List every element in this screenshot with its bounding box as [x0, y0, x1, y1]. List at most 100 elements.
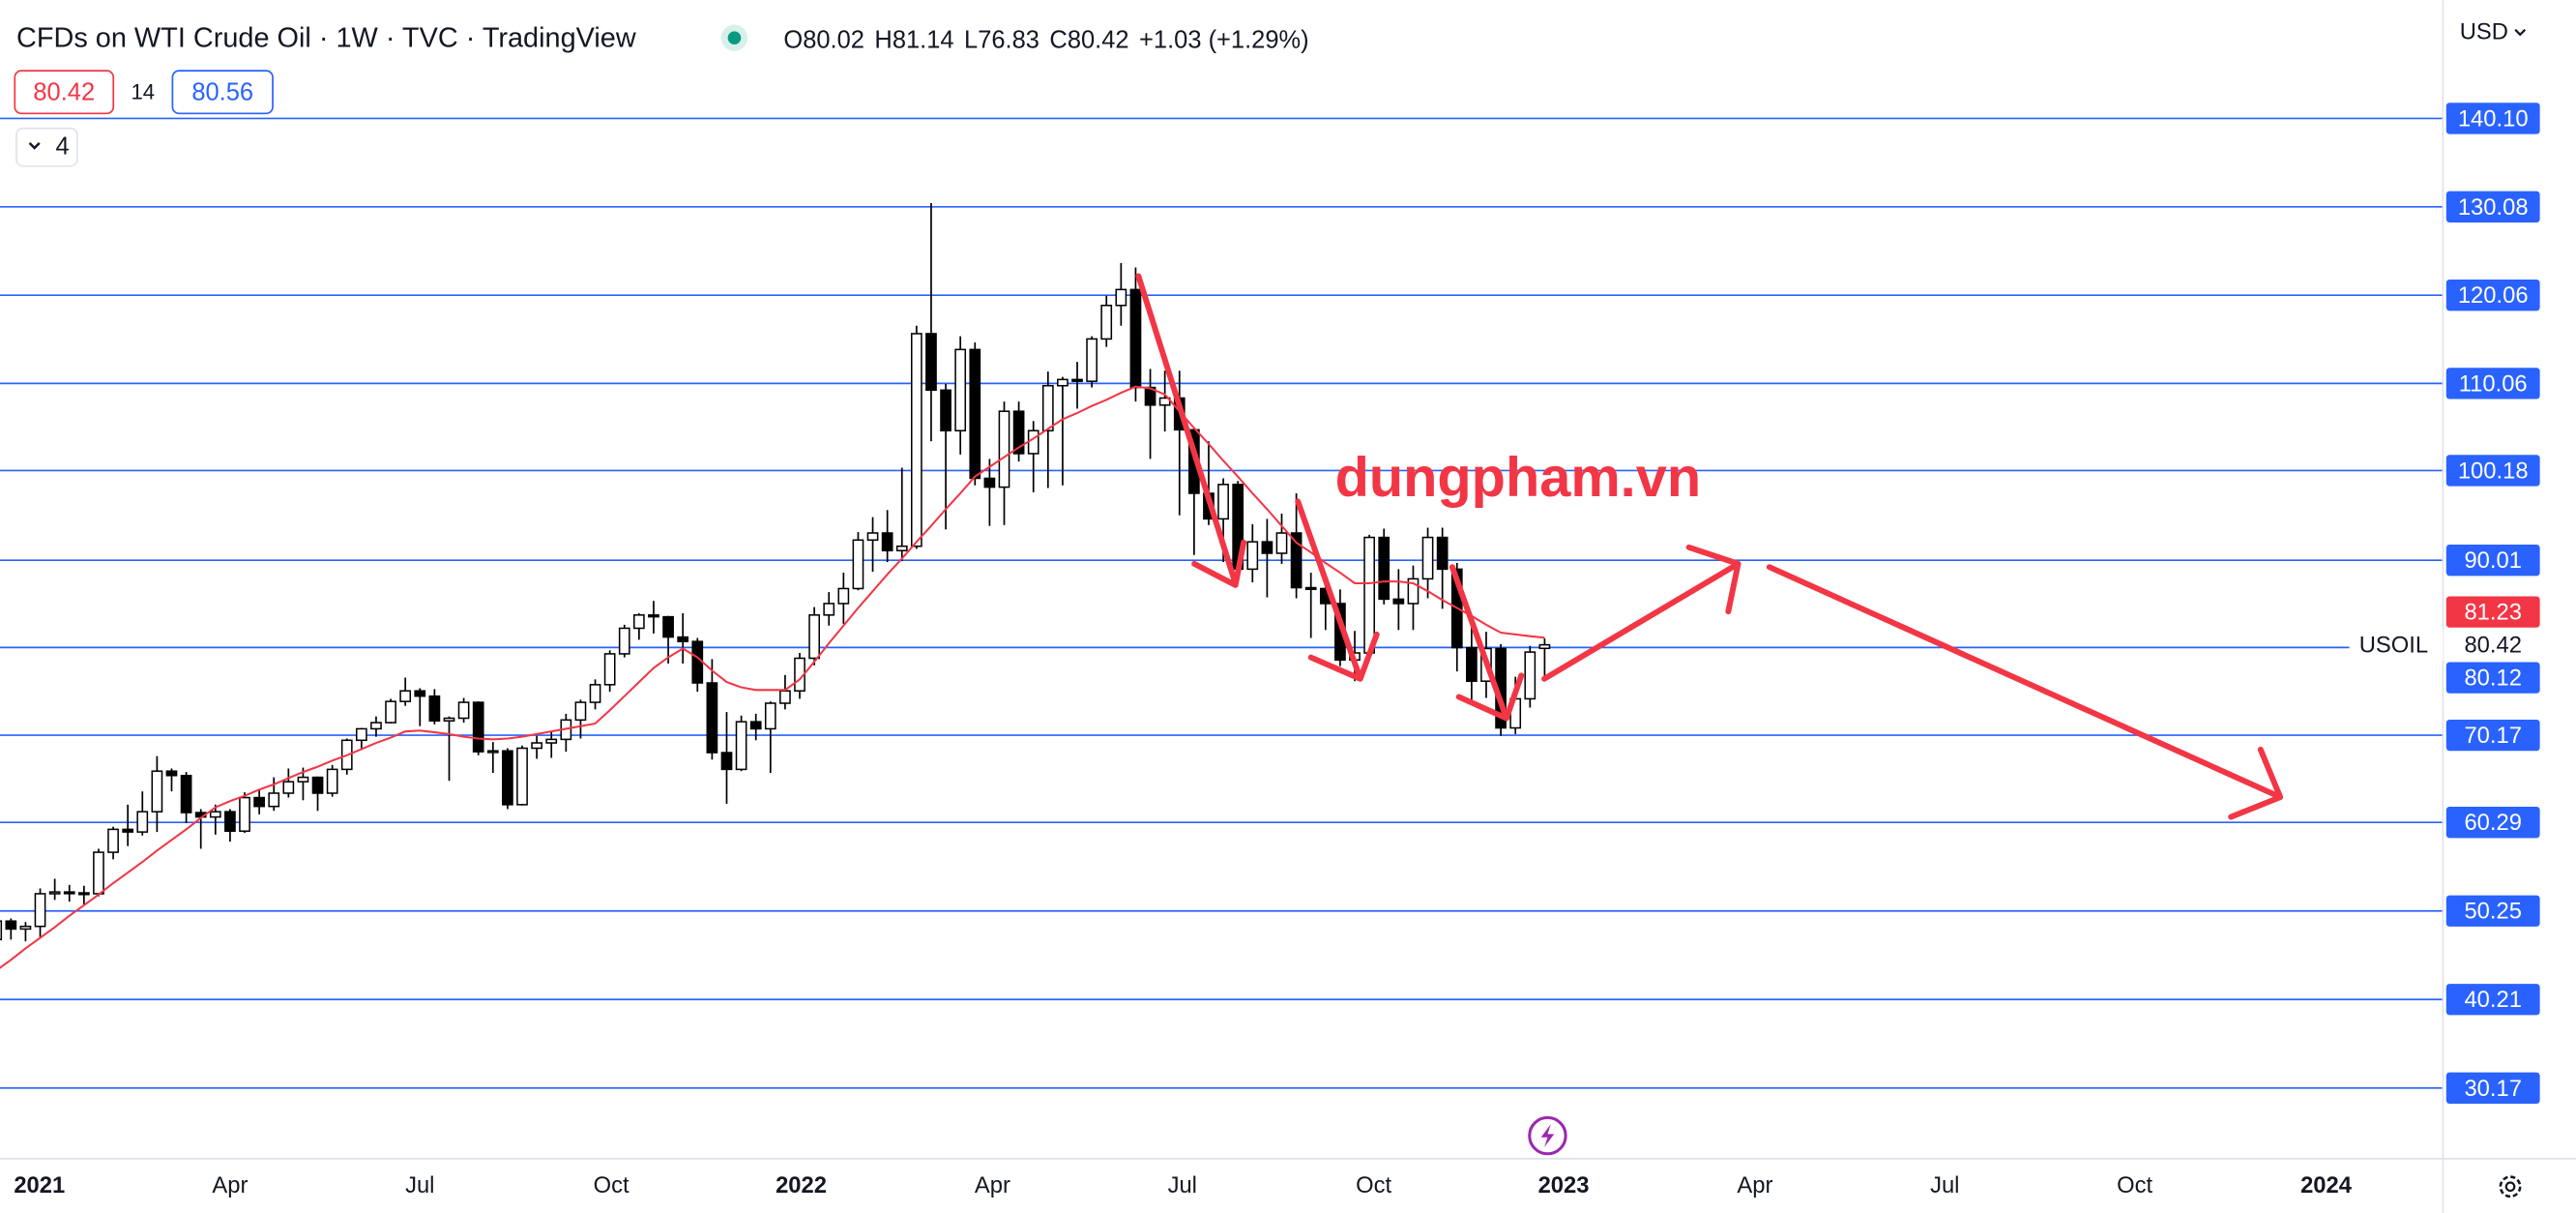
y-tick-label: 50.25 — [2464, 899, 2521, 925]
sell-button[interactable]: 80.42 — [14, 70, 115, 115]
candle-body — [545, 738, 558, 744]
candle-body — [603, 653, 616, 686]
y-tick-box — [2445, 662, 2540, 694]
y-tick-box — [2445, 191, 2540, 222]
legend-value: 76.83 — [978, 26, 1039, 53]
sell-price[interactable]: 80.42 — [33, 79, 95, 106]
ohlc-legend: O80.02 H81.14 L76.83 C80.42 +1.03 (+1.29… — [783, 26, 1308, 53]
y-tick-label: 30.17 — [2464, 1076, 2521, 1102]
indicators-toggle[interactable]: 4 — [15, 127, 78, 167]
candle-body — [749, 721, 762, 730]
arrow-drawing — [1766, 564, 2284, 820]
candle-body — [443, 717, 455, 722]
candle-body — [1392, 598, 1405, 605]
candle-body — [34, 893, 46, 928]
candle-body — [1246, 541, 1259, 571]
y-tick-box — [2445, 545, 2540, 577]
buy-box[interactable] — [171, 70, 274, 115]
y-tick-label: 70.17 — [2464, 723, 2521, 749]
candle-body — [925, 333, 937, 392]
candle-body — [1217, 484, 1229, 520]
candle-body — [677, 636, 689, 642]
y-tick-box — [2445, 895, 2540, 927]
candle-body — [268, 792, 280, 808]
chevron[interactable] — [2514, 28, 2527, 37]
candle-body — [1129, 288, 1142, 389]
candle-body — [1261, 541, 1273, 554]
chevron[interactable] — [28, 141, 41, 150]
toggle-box[interactable] — [15, 127, 78, 167]
candle-body — [165, 770, 178, 777]
candle-body — [881, 532, 893, 552]
candle-body — [457, 701, 470, 720]
candle-body — [735, 721, 747, 771]
last-price-box — [2445, 629, 2540, 661]
candle-body — [1436, 536, 1449, 571]
candle-body — [77, 892, 90, 896]
y-tick-box — [2445, 103, 2540, 134]
ma-price-box — [2445, 596, 2540, 628]
x-tick-label: Oct — [2117, 1172, 2152, 1198]
candle-body — [224, 811, 236, 832]
candle-body — [1086, 338, 1098, 382]
arrow-drawing — [1541, 544, 1742, 682]
x-tick-label: Apr — [212, 1172, 248, 1198]
watermark: dungpham.vn — [1335, 447, 1702, 509]
candle-body — [107, 828, 119, 853]
candle-body — [209, 811, 221, 818]
x-tick-label: Oct — [594, 1172, 629, 1198]
grid-layer — [0, 117, 2444, 1089]
candle-body — [589, 684, 601, 703]
candle-body — [253, 796, 265, 808]
y-tick-label: 140.10 — [2458, 105, 2529, 132]
symbol-label: USOIL — [2359, 633, 2428, 659]
currency-menu[interactable]: USD — [2460, 18, 2527, 44]
candle-body — [63, 891, 75, 895]
candle-body — [1421, 536, 1434, 580]
candle-body — [385, 700, 396, 724]
x-tick-label: 2024 — [2300, 1172, 2353, 1198]
icon-bolt[interactable] — [1540, 1124, 1555, 1147]
buy-button[interactable]: 80.56 — [171, 70, 274, 115]
candle-body — [1304, 586, 1317, 591]
candle-body — [136, 811, 149, 833]
candle-body — [706, 682, 718, 754]
x-tick-label: Jul — [405, 1172, 434, 1198]
y-tick-label: 80.12 — [2464, 666, 2521, 692]
candle-body — [823, 603, 835, 616]
y-tick-label: 130.08 — [2458, 194, 2529, 221]
candle-body — [19, 925, 32, 931]
sell-box[interactable] — [14, 70, 115, 115]
currency[interactable]: USD — [2460, 18, 2508, 44]
candle-body — [1071, 378, 1083, 382]
candle-body — [1290, 532, 1303, 589]
candle-body — [969, 348, 981, 480]
candle-body — [297, 776, 309, 783]
buy-price[interactable]: 80.56 — [191, 79, 253, 106]
candle-body — [180, 774, 192, 814]
gear-hub[interactable] — [2504, 1181, 2516, 1193]
chart-title: CFDs on WTI Crude Oil · 1W · TVC · Tradi… — [16, 22, 636, 53]
candle-body — [311, 776, 324, 794]
y-tick-box — [2445, 807, 2540, 839]
settings-icon[interactable] — [2499, 1175, 2522, 1198]
indicators-count[interactable]: 4 — [55, 133, 69, 161]
last-price-label: 80.42 — [2464, 633, 2521, 659]
arrow-drawing — [1295, 498, 1380, 682]
lightning-icon[interactable] — [1528, 1115, 1567, 1156]
candle-body — [1524, 651, 1537, 700]
candle-body — [1466, 646, 1478, 682]
gear[interactable] — [2499, 1175, 2522, 1198]
candle-body — [1027, 429, 1039, 455]
candle-body — [472, 701, 484, 753]
y-tick-label: 120.06 — [2458, 282, 2529, 309]
legend-value: 80.02 — [803, 26, 864, 53]
candle-body — [852, 539, 864, 590]
candle-body — [764, 702, 776, 730]
candle-body — [428, 695, 441, 722]
x-tick-label: Apr — [975, 1172, 1010, 1198]
y-tick-label: 100.18 — [2458, 458, 2529, 484]
candle-body — [399, 690, 412, 702]
